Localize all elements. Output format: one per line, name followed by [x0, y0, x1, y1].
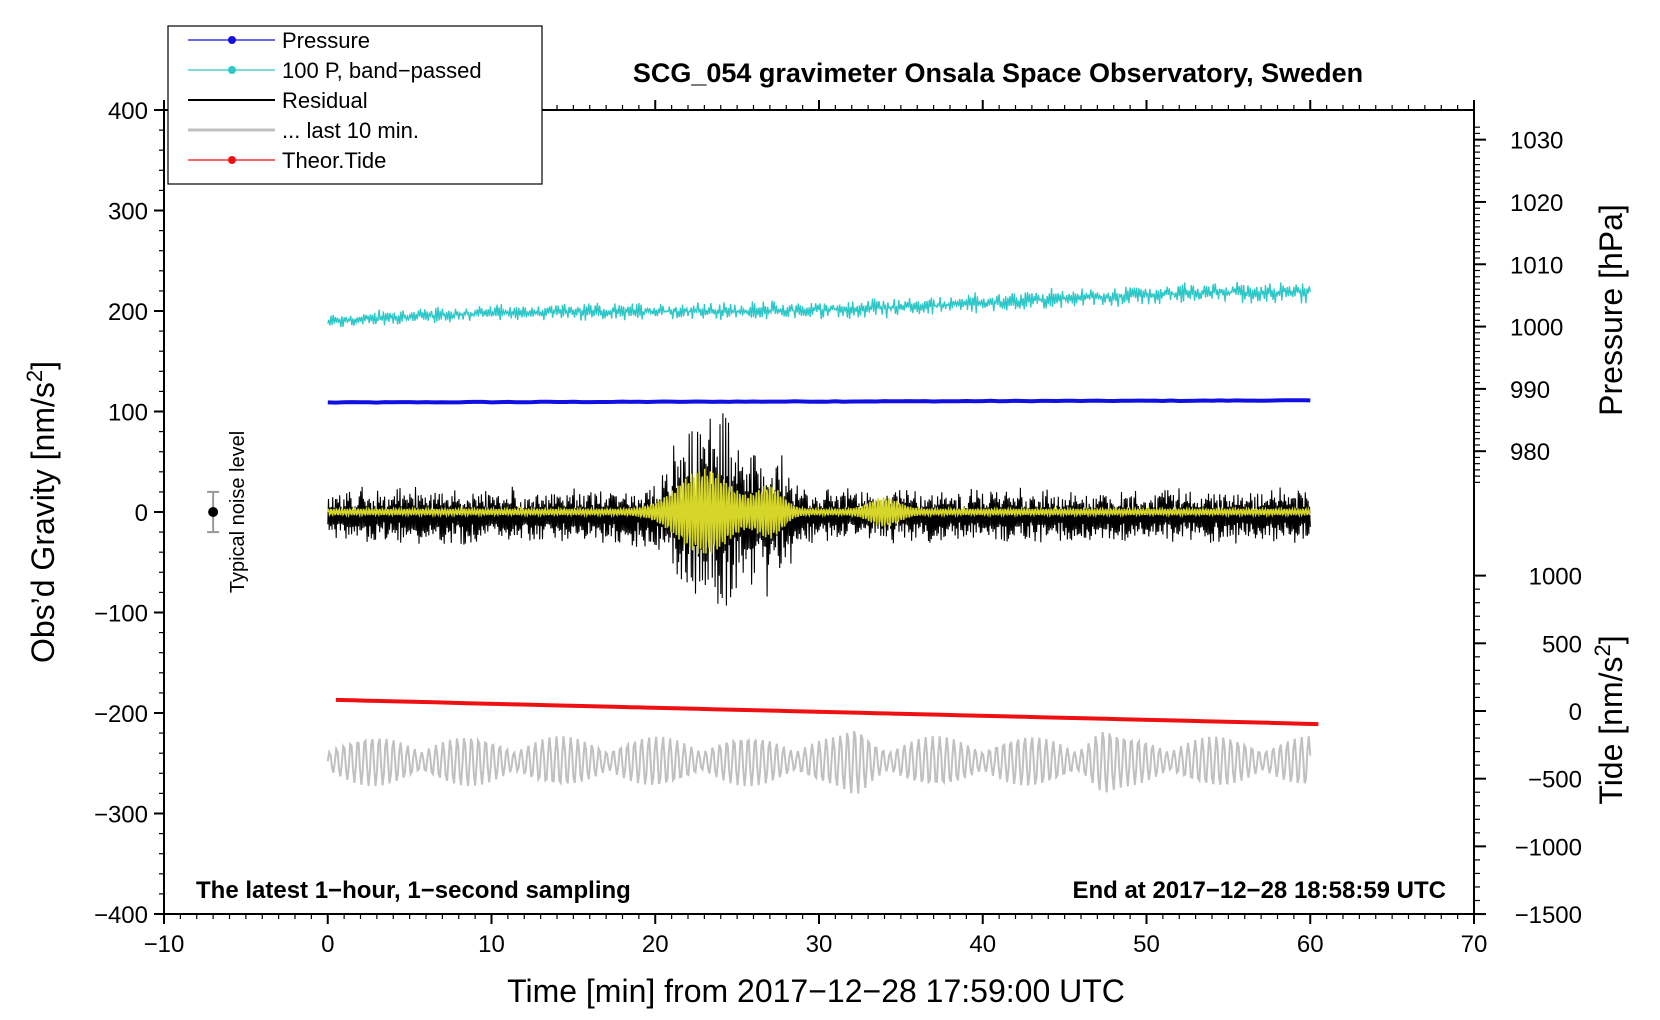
series-layer — [326, 281, 1319, 794]
x-tick-label: 10 — [478, 931, 505, 958]
pressure-tick-label: 1020 — [1510, 190, 1563, 217]
tide-axis-ticks: 1000 500 0 −500 −1000 −1500 — [1474, 564, 1582, 929]
x-tick-label: 70 — [1461, 931, 1488, 958]
legend: Pressure 100 P, band−passed Residual ...… — [167, 25, 543, 185]
pressure-tick-label: 990 — [1510, 377, 1550, 404]
series-pressure-line — [327, 398, 1311, 405]
series-last-10-min-line — [326, 730, 1312, 794]
legend-item-residual: Residual — [188, 88, 368, 113]
legend-item-pressure: Pressure — [188, 28, 370, 53]
y-left-tick-label: 100 — [108, 400, 148, 427]
y-left-tick-label: 200 — [108, 299, 148, 326]
tide-tick-label: 0 — [1569, 699, 1582, 726]
pressure-axis-ticks: 1030 1020 1010 1000 990 980 — [1474, 126, 1563, 483]
tide-tick-label: −1500 — [1515, 902, 1582, 929]
y-pressure-axis-title: Pressure [hPa] — [1593, 204, 1629, 416]
x-tick-label: 40 — [969, 931, 996, 958]
legend-item-theoretical-tide: Theor.Tide — [188, 148, 386, 173]
x-axis-title: Time [min] from 2017−12−28 17:59:00 UTC — [507, 973, 1125, 1009]
noise-level-label: Typical noise level — [227, 431, 249, 593]
tide-tick-label: 1000 — [1529, 564, 1582, 591]
x-tick-label: 20 — [642, 931, 669, 958]
y-left-axis-title-superscript: 2 — [22, 370, 47, 382]
chart-title: SCG_054 gravimeter Onsala Space Observat… — [633, 58, 1363, 88]
y-tide-axis-title-superscript: 2 — [1590, 644, 1615, 656]
tide-tick-label: −1000 — [1515, 834, 1582, 861]
x-tick-label: −10 — [144, 931, 185, 958]
legend-residual-label: Residual — [282, 88, 368, 113]
pressure-tick-label: 1010 — [1510, 252, 1563, 279]
pressure-tick-label: 1030 — [1510, 128, 1563, 155]
legend-pressure-marker — [228, 36, 236, 44]
y-left-axis-ticks: 400 300 200 100 0 −100 −200 −300 −400 — [94, 98, 164, 929]
y-left-axis-title-end: ] — [25, 361, 61, 370]
noise-level-indicator: Typical noise level — [207, 431, 249, 593]
annotation-sampling-info: The latest 1−hour, 1−second sampling — [196, 877, 631, 904]
y-left-tick-label: 300 — [108, 199, 148, 226]
tide-tick-label: −500 — [1528, 767, 1582, 794]
series-bandpassed-line — [327, 281, 1311, 328]
y-tide-axis-title: Tide [nm/s2] — [1590, 635, 1629, 804]
y-tide-axis-title-main: Tide [nm/s — [1593, 656, 1629, 804]
y-left-tick-label: 0 — [135, 500, 148, 527]
legend-bandpassed-label: 100 P, band−passed — [282, 58, 482, 83]
y-left-axis-title: Obs’d Gravity [nm/s2] — [22, 361, 61, 663]
legend-bandpassed-marker — [228, 66, 236, 74]
x-tick-label: 50 — [1133, 931, 1160, 958]
legend-item-bandpassed: 100 P, band−passed — [188, 58, 482, 83]
noise-level-dot — [208, 507, 219, 517]
y-left-tick-label: −200 — [94, 701, 148, 728]
tide-tick-label: 500 — [1542, 631, 1582, 658]
annotation-end-time: End at 2017−12−28 18:58:59 UTC — [1072, 877, 1446, 904]
y-left-tick-label: −300 — [94, 802, 148, 829]
legend-last-10-min-label: ... last 10 min. — [282, 118, 419, 143]
legend-tide-label: Theor.Tide — [282, 148, 386, 173]
pressure-tick-label: 1000 — [1510, 315, 1563, 342]
legend-pressure-label: Pressure — [282, 28, 370, 53]
y-left-tick-label: −100 — [94, 601, 148, 628]
y-left-tick-label: −400 — [94, 902, 148, 929]
x-tick-label: 60 — [1297, 931, 1324, 958]
pressure-tick-label: 980 — [1510, 439, 1550, 466]
legend-item-last-10-min: ... last 10 min. — [188, 118, 419, 143]
x-tick-label: 0 — [321, 931, 334, 958]
x-axis-ticks: −10 0 10 20 30 40 50 60 70 — [144, 100, 1488, 958]
y-left-axis-title-main: Obs’d Gravity [nm/s — [25, 382, 61, 663]
x-tick-label: 30 — [806, 931, 833, 958]
series-theoretical-tide-line — [335, 697, 1319, 727]
legend-tide-marker — [228, 156, 236, 164]
y-tide-axis-title-end: ] — [1593, 635, 1629, 644]
y-left-tick-label: 400 — [108, 98, 148, 125]
series-filtered-residual-line — [327, 468, 1311, 555]
